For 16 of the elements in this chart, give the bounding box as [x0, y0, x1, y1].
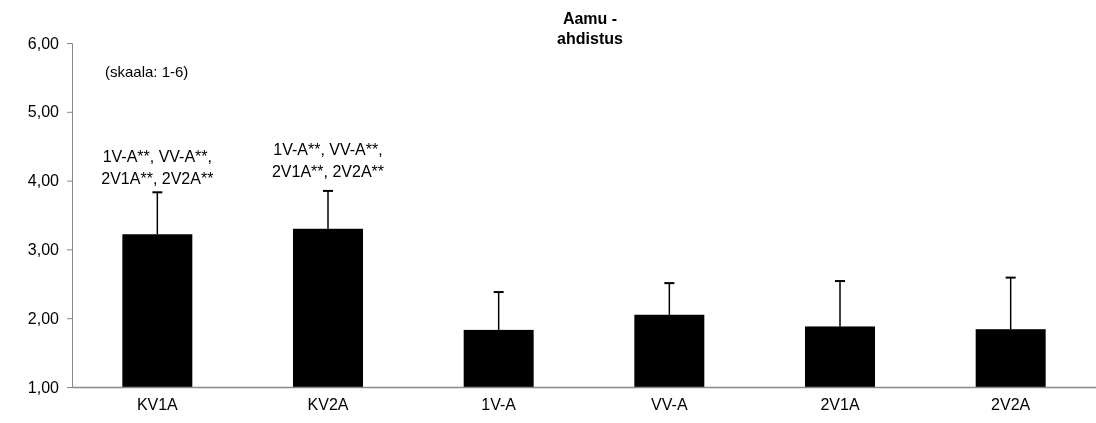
- x-tick-label: KV1A: [136, 396, 179, 414]
- y-tick-label: 3,00: [27, 241, 60, 259]
- chart-title: Aamu - ahdistus: [557, 10, 623, 47]
- annotation: 1V-A**, VV-A**, 2V1A**, 2V2A**: [101, 148, 214, 187]
- y-tick-label: 2,00: [27, 309, 60, 327]
- y-tick-label: 6,00: [27, 34, 60, 52]
- y-tick-label: 4,00: [27, 172, 60, 190]
- x-tick-label: 2V2A: [991, 396, 1031, 414]
- x-tick-label: VV-A: [651, 396, 688, 414]
- x-tick-label: 2V1A: [820, 396, 860, 414]
- annotation: (skaala: 1-6): [105, 63, 189, 80]
- x-tick-label: 1V-A: [481, 396, 517, 414]
- y-tick-label: 5,00: [27, 103, 60, 121]
- y-tick-label: 1,00: [27, 378, 60, 396]
- annotation: 1V-A**, VV-A**, 2V1A**, 2V2A**: [271, 141, 385, 180]
- x-tick-label: KV2A: [307, 396, 349, 414]
